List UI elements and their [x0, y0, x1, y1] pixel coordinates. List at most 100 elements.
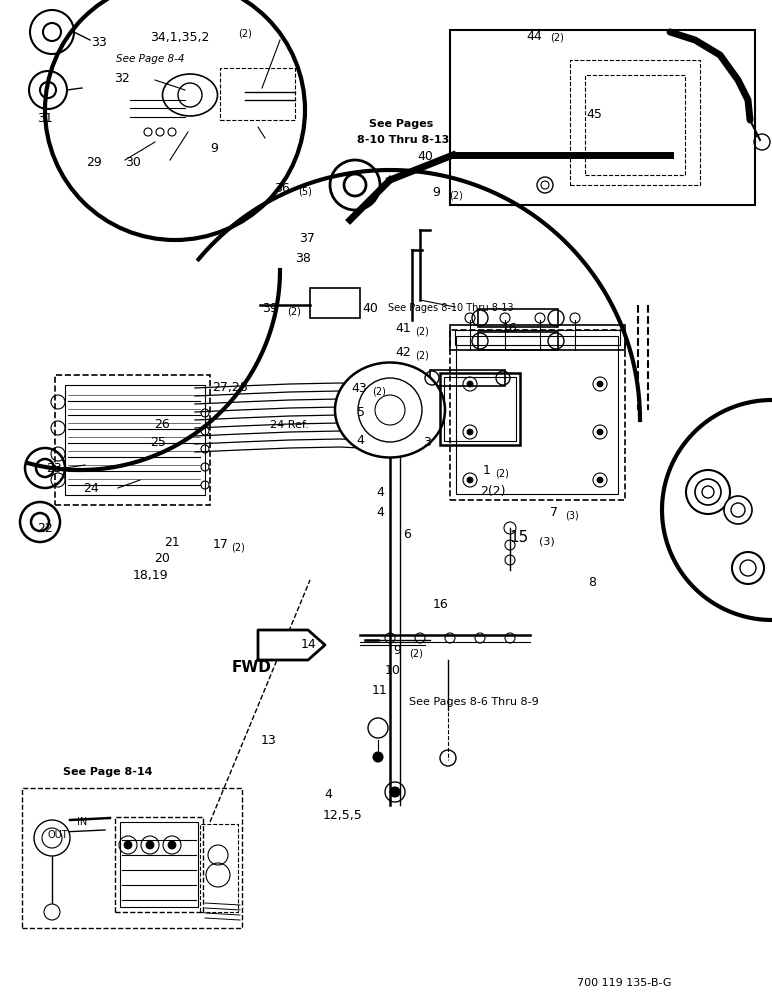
Circle shape	[724, 496, 752, 524]
Text: See Pages 8-10 Thru 8-13: See Pages 8-10 Thru 8-13	[388, 303, 514, 313]
Text: 22: 22	[37, 522, 52, 534]
Text: 9: 9	[432, 186, 440, 198]
Text: (2): (2)	[232, 543, 245, 553]
Text: 9: 9	[210, 142, 218, 155]
Text: (2): (2)	[238, 28, 252, 38]
Circle shape	[168, 841, 176, 849]
Text: 24: 24	[83, 482, 99, 494]
Bar	[430, 370, 505, 386]
Bar	[478, 332, 558, 350]
Circle shape	[732, 552, 764, 584]
Bar	[456, 336, 618, 494]
Text: IN: IN	[77, 817, 87, 827]
Text: OUT: OUT	[48, 830, 69, 840]
Text: (2): (2)	[409, 648, 423, 658]
Text: 2(2): 2(2)	[480, 486, 506, 498]
Text: (5): (5)	[298, 187, 312, 197]
Text: 4: 4	[377, 506, 384, 518]
Circle shape	[44, 904, 60, 920]
Bar	[55, 375, 210, 505]
Text: 4: 4	[377, 486, 384, 498]
Text: 29: 29	[86, 155, 102, 168]
Text: 30: 30	[125, 155, 141, 168]
Text: (2): (2)	[415, 326, 429, 336]
Circle shape	[34, 820, 70, 856]
Text: See Pages: See Pages	[369, 119, 433, 129]
Circle shape	[390, 787, 400, 797]
Text: 17: 17	[212, 538, 229, 552]
Circle shape	[467, 381, 473, 387]
Bar	[115, 817, 203, 912]
Bar	[450, 330, 625, 500]
Circle shape	[686, 470, 730, 514]
Text: 11: 11	[372, 684, 388, 696]
Text: 43: 43	[351, 381, 367, 394]
Text: 40: 40	[417, 150, 433, 163]
Text: (2): (2)	[287, 306, 301, 316]
Bar	[220, 68, 295, 120]
Text: FWD: FWD	[232, 660, 272, 676]
Text: 26: 26	[154, 418, 170, 432]
Text: 31: 31	[37, 111, 52, 124]
Text: 3: 3	[423, 436, 431, 448]
Bar	[450, 30, 755, 205]
Text: 9: 9	[394, 644, 401, 656]
Circle shape	[373, 752, 383, 762]
Text: 33: 33	[91, 36, 107, 49]
Circle shape	[597, 477, 603, 483]
Circle shape	[467, 477, 473, 483]
Bar	[22, 788, 242, 928]
Bar	[570, 60, 700, 185]
Circle shape	[467, 429, 473, 435]
Text: 23: 23	[46, 462, 62, 475]
Text: 32: 32	[114, 73, 130, 86]
Text: 37: 37	[300, 232, 316, 244]
Text: (2): (2)	[550, 32, 564, 42]
Text: 39: 39	[262, 302, 278, 314]
Circle shape	[597, 429, 603, 435]
Text: (2): (2)	[415, 350, 429, 360]
Bar	[455, 330, 620, 345]
Bar	[585, 75, 685, 175]
Text: 8: 8	[588, 576, 596, 588]
Text: 45: 45	[587, 108, 603, 121]
Text: 27,28: 27,28	[212, 381, 248, 394]
Text: 14: 14	[301, 639, 317, 652]
Text: 36: 36	[274, 182, 290, 194]
Text: 16: 16	[432, 598, 448, 611]
Text: 6: 6	[403, 528, 411, 542]
Text: 16: 16	[502, 322, 517, 334]
Text: (2): (2)	[372, 386, 386, 396]
Text: 44: 44	[527, 30, 542, 43]
Bar	[200, 824, 238, 912]
Text: See Pages 8-6 Thru 8-9: See Pages 8-6 Thru 8-9	[409, 697, 539, 707]
Text: 21: 21	[164, 536, 179, 548]
Ellipse shape	[335, 362, 445, 458]
Text: 10: 10	[384, 664, 401, 676]
Text: 24 Ref.: 24 Ref.	[270, 420, 309, 430]
Text: See Page 8-4: See Page 8-4	[116, 54, 185, 64]
Bar	[478, 309, 558, 327]
Text: 8-10 Thru 8-13: 8-10 Thru 8-13	[357, 135, 449, 145]
Text: 42: 42	[395, 346, 411, 359]
Text: 38: 38	[295, 251, 311, 264]
Text: 4: 4	[357, 434, 364, 446]
Text: 25: 25	[151, 436, 167, 448]
Text: 15: 15	[510, 530, 529, 546]
Text: 1: 1	[482, 464, 490, 477]
Bar	[65, 385, 205, 495]
Bar	[440, 373, 520, 445]
Text: 13: 13	[261, 734, 276, 746]
Text: 18,19: 18,19	[133, 568, 168, 582]
Text: (3): (3)	[565, 510, 579, 520]
Text: 12,5,5: 12,5,5	[323, 808, 362, 822]
Circle shape	[146, 841, 154, 849]
Text: See Page 8-14: See Page 8-14	[63, 767, 153, 777]
Text: 40: 40	[363, 302, 379, 314]
Text: 41: 41	[395, 322, 411, 334]
Polygon shape	[258, 630, 325, 660]
Circle shape	[597, 381, 603, 387]
Text: 34,1,35,2: 34,1,35,2	[151, 30, 210, 43]
Text: 5: 5	[357, 406, 364, 418]
Text: 20: 20	[154, 552, 171, 564]
